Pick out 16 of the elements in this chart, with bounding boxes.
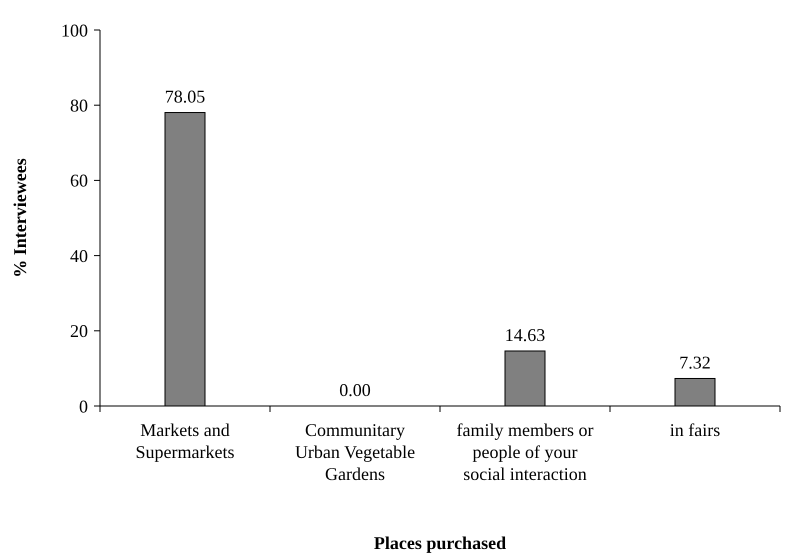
x-axis-title: Places purchased [374,533,506,553]
y-tick-label: 20 [70,321,88,342]
x-tick-label: Markets and Supermarkets [136,420,234,462]
data-label: 78.05 [164,86,206,107]
y-axis-title: % Interviewees [10,158,30,278]
x-tick-label: Communitary Urban Vegetable Gardens [294,420,416,484]
y-tick-label: 60 [70,170,88,191]
data-label: 14.63 [504,324,546,345]
y-tick-label: 80 [70,96,88,116]
data-label: 7.32 [679,352,711,372]
data-label: 0.00 [339,380,371,400]
y-tick-label: 100 [61,20,88,40]
x-tick-label: family members or people of your social interaction [456,420,594,484]
x-tick-label: in fairs [670,420,720,440]
y-tick-label: 0 [79,396,88,416]
y-tick-label: 40 [70,246,88,266]
